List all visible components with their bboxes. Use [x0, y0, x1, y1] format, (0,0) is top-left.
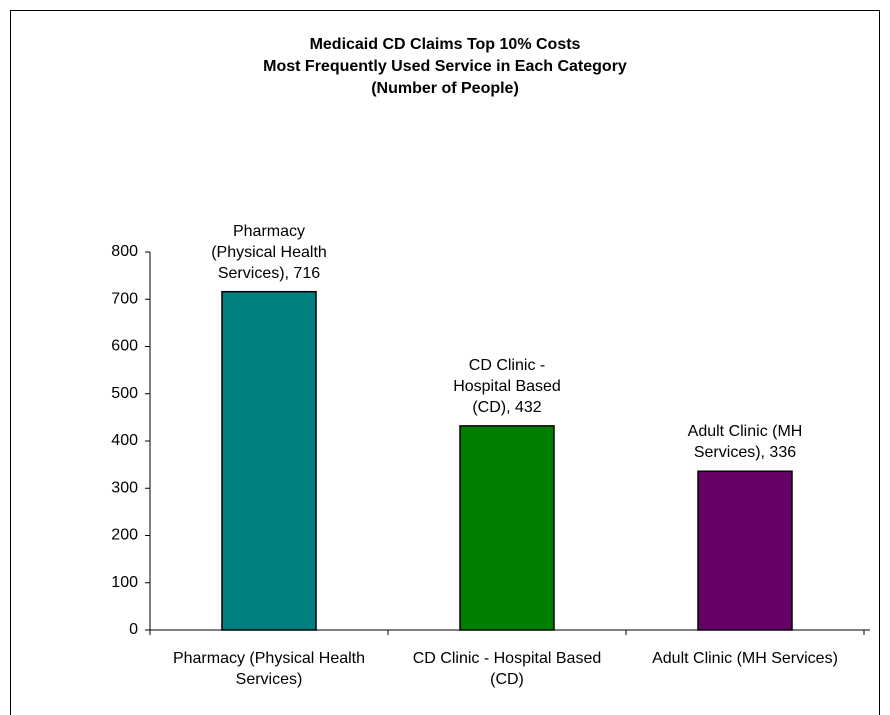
x-tick-label: Pharmacy (Physical Health Services)	[172, 650, 366, 688]
y-tick-label: 400	[111, 432, 138, 449]
y-tick-label: 0	[129, 621, 138, 638]
chart-title: (Number of People)	[371, 80, 519, 97]
y-tick-label: 700	[111, 290, 138, 307]
data-label: CD Clinic - Hospital Based (CD), 432	[453, 356, 561, 416]
y-tick-label: 600	[111, 338, 138, 355]
data-label: Pharmacy (Physical Health Services), 716	[211, 222, 327, 282]
y-tick-label: 800	[111, 243, 138, 260]
data-label: Adult Clinic (MH Services), 336	[687, 423, 803, 462]
y-tick-label: 200	[111, 527, 138, 544]
y-tick-label: 300	[111, 479, 138, 496]
y-tick-label: 500	[111, 385, 138, 402]
bar	[221, 290, 317, 631]
chart-title: Most Frequently Used Service in Each Cat…	[263, 58, 627, 75]
y-tick-label: 100	[111, 574, 138, 591]
x-tick-label: CD Clinic - Hospital Based (CD)	[412, 650, 602, 688]
x-tick-label: Adult Clinic (MH Services)	[652, 650, 838, 667]
chart-title: Medicaid CD Claims Top 10% Costs	[309, 36, 581, 53]
chart-border	[10, 10, 880, 715]
bar	[697, 470, 793, 631]
bar	[459, 425, 555, 631]
